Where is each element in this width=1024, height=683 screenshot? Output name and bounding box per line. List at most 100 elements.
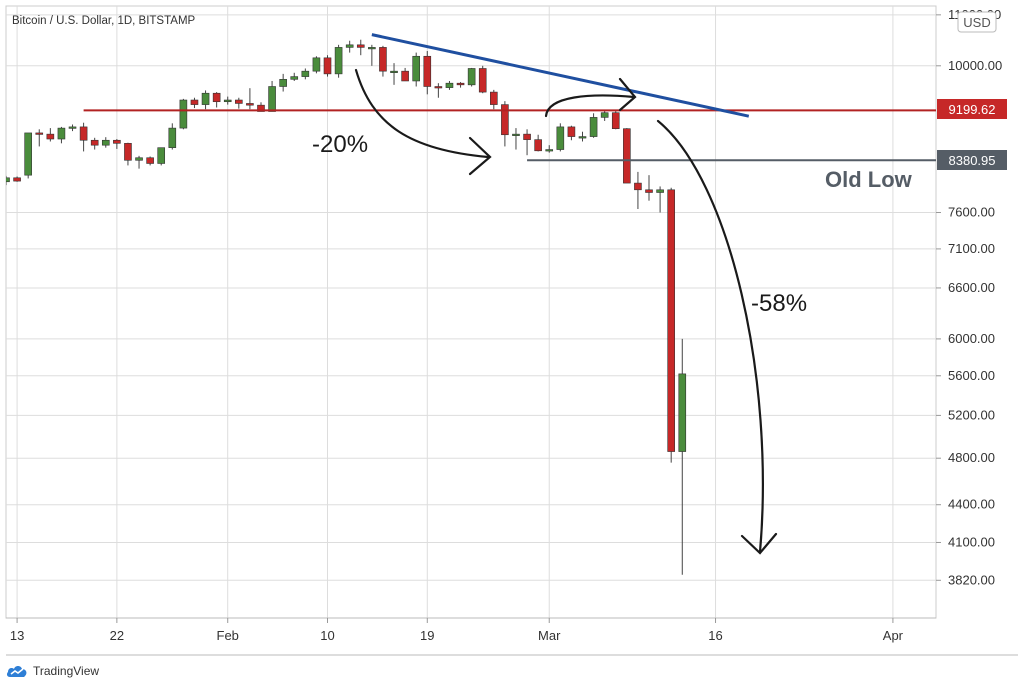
candle[interactable] — [79, 122, 88, 152]
candle[interactable] — [345, 40, 354, 53]
candle[interactable] — [279, 73, 287, 92]
candle[interactable] — [201, 90, 210, 110]
candle[interactable] — [412, 52, 420, 87]
bounce-arrow — [544, 94, 636, 118]
candle-body-up — [412, 55, 420, 82]
candle[interactable] — [434, 83, 443, 98]
candle-body-up — [656, 189, 664, 193]
candle[interactable] — [323, 55, 332, 77]
candle[interactable] — [656, 186, 664, 213]
candle-body-down — [667, 189, 675, 452]
candle[interactable] — [611, 110, 620, 130]
candle[interactable] — [567, 125, 576, 141]
drop-label-20: -20% — [312, 131, 368, 158]
candle[interactable] — [556, 123, 565, 152]
candle[interactable] — [379, 45, 387, 77]
candle[interactable] — [678, 338, 687, 575]
drop-arrow-20-head — [468, 136, 492, 176]
candle[interactable] — [35, 129, 44, 147]
candle-body-up — [445, 82, 454, 88]
old-low-price-label: 8380.95 — [937, 150, 1007, 170]
candle[interactable] — [401, 67, 409, 82]
y-tick-label: 7100.00 — [948, 241, 995, 256]
x-tick-label: Apr — [883, 628, 904, 643]
candle[interactable] — [157, 147, 166, 166]
candle[interactable] — [113, 139, 121, 149]
footer-brand[interactable]: TradingView — [6, 662, 99, 680]
candle[interactable] — [368, 44, 376, 66]
candle[interactable] — [268, 80, 276, 112]
candle[interactable] — [667, 187, 675, 463]
candle[interactable] — [523, 129, 531, 156]
candle-body-down — [645, 189, 653, 193]
candle[interactable] — [168, 123, 177, 150]
candle-body-up — [578, 136, 587, 139]
candle[interactable] — [623, 128, 631, 184]
candle[interactable] — [68, 124, 77, 132]
candle[interactable] — [534, 134, 542, 152]
candle-body-down — [13, 177, 21, 182]
candle[interactable] — [600, 110, 609, 121]
descending-trendline[interactable] — [371, 33, 750, 118]
time-axis[interactable]: 13 22 Feb 10 19 Mar 16 Apr — [6, 617, 1018, 656]
candle[interactable] — [212, 92, 221, 108]
candle[interactable] — [634, 171, 642, 210]
candle-body-up — [279, 79, 287, 87]
candle[interactable] — [46, 128, 55, 142]
candle[interactable] — [290, 72, 299, 81]
candle-body-down — [356, 44, 365, 48]
candle[interactable] — [190, 97, 199, 109]
candle[interactable] — [179, 98, 188, 130]
candle[interactable] — [589, 113, 598, 138]
candle[interactable] — [24, 132, 32, 179]
candle[interactable] — [478, 65, 487, 94]
candle[interactable] — [135, 155, 143, 169]
candle[interactable] — [490, 89, 498, 110]
candle-body-up — [157, 147, 166, 164]
x-tick-label: 19 — [420, 628, 434, 643]
candle-body-down — [501, 104, 509, 136]
candle[interactable] — [235, 97, 243, 109]
price-axis[interactable]: 3820.00 4100.00 4400.00 4800.00 5200.00 5600.… — [936, 7, 1002, 587]
y-tick-label: 7600.00 — [948, 205, 995, 220]
candle-body-up — [179, 99, 188, 129]
candle[interactable] — [501, 101, 509, 147]
y-tick-label: 6000.00 — [948, 331, 995, 346]
candle[interactable] — [124, 142, 132, 166]
candle[interactable] — [301, 68, 310, 80]
annotation-arrows — [354, 68, 778, 555]
candle[interactable] — [57, 126, 66, 144]
candle[interactable] — [101, 137, 110, 148]
y-tick-label: 5600.00 — [948, 368, 995, 383]
candle-body-up — [301, 70, 310, 77]
candle[interactable] — [423, 51, 432, 95]
candle-body-down — [623, 128, 631, 184]
candle-body-down — [146, 157, 154, 164]
candle[interactable] — [312, 56, 321, 74]
candle-body-down — [490, 91, 498, 105]
candle-body-up — [201, 92, 210, 105]
candle-body-down — [90, 139, 99, 146]
candle-body-up — [589, 117, 598, 137]
candle[interactable] — [578, 131, 587, 142]
candle-body-down — [323, 57, 332, 75]
candle[interactable] — [545, 145, 554, 153]
plot-area[interactable] — [5, 5, 937, 619]
candle[interactable] — [456, 82, 465, 88]
candle[interactable] — [3, 175, 10, 186]
candle[interactable] — [90, 137, 99, 150]
footer-brand-label: TradingView — [33, 664, 100, 678]
candle[interactable] — [146, 156, 154, 166]
candle[interactable] — [334, 44, 343, 78]
candle[interactable] — [467, 67, 476, 87]
candle[interactable] — [445, 80, 454, 90]
candle[interactable] — [645, 175, 653, 201]
candle[interactable] — [13, 176, 21, 182]
candle[interactable] — [246, 88, 254, 110]
x-tick-label: 22 — [110, 628, 124, 643]
candle[interactable] — [356, 39, 365, 56]
candle[interactable] — [223, 96, 232, 105]
currency-badge[interactable]: USD — [957, 11, 997, 33]
candle[interactable] — [512, 128, 520, 150]
candle[interactable] — [390, 63, 398, 85]
